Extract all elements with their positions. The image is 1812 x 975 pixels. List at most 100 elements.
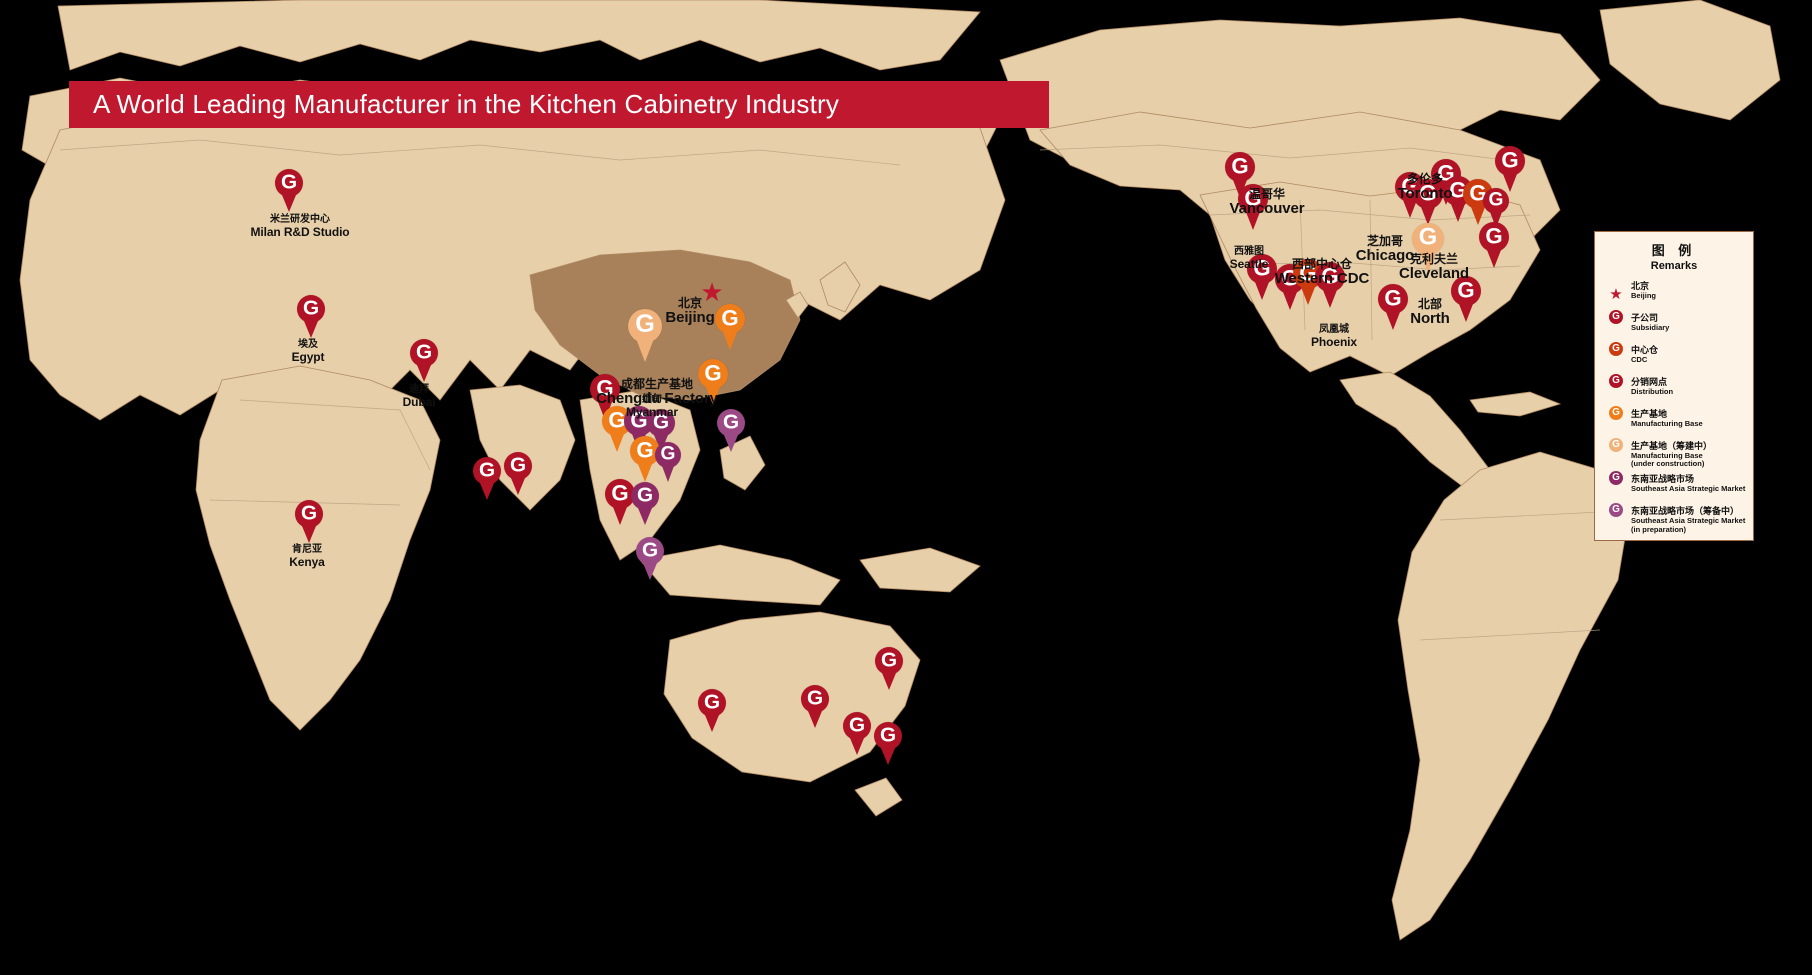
legend-text: 生产基地（筹建中） Manufacturing Base (under constr… [1631, 441, 1712, 468]
pin-head-icon: G [275, 169, 303, 197]
pin-letter: G [1384, 285, 1402, 311]
map-pin-seattle[interactable]: G [1238, 184, 1268, 230]
legend-item-manufacturing-base: G 生产基地 Manufacturing Base [1601, 406, 1747, 435]
map-pin-cleveland-3[interactable]: G [1483, 188, 1509, 228]
legend-item-southeast-asia-strategic-market: G 东南亚战略市场（筹备中） Southeast Asia Strategic Ma… [1601, 503, 1747, 535]
map-pin-florida[interactable]: G [1451, 276, 1481, 322]
map-pin-india-west[interactable]: G [473, 457, 501, 500]
pin-icon: G [1609, 503, 1623, 535]
title-banner: A World Leading Manufacturer in the Kitc… [69, 81, 1049, 128]
pin-letter: G [611, 480, 629, 506]
map-pin-western-cdc[interactable]: G [1293, 259, 1323, 305]
map-pin-india-south[interactable]: G [504, 452, 532, 495]
legend-list: ★ 北京 Beijing G 子公司 Subsidiary G 中心仓 CDC G 分销网点 Dist… [1601, 281, 1747, 534]
map-pin-canberra[interactable]: G [874, 722, 902, 765]
pin-letter: G [1612, 343, 1620, 354]
map-pin-perth[interactable]: G [698, 689, 726, 732]
legend-item-southeast-asia-strategic-market: G 东南亚战略市场 Southeast Asia Strategic Market [1601, 471, 1747, 500]
pin-letter: G [1231, 153, 1249, 179]
map-pin-indonesia[interactable]: G [636, 537, 664, 580]
china-highlight [529, 249, 801, 401]
map-pin-newyork[interactable]: G [1495, 146, 1525, 192]
pin-letter: G [1449, 177, 1467, 203]
map-pin-malaysia-1[interactable]: G [605, 479, 635, 525]
legend-item-subsidiary: G 子公司 Subsidiary [1601, 310, 1747, 339]
legend-label-cn: 中心仓 [1631, 345, 1659, 355]
pin-tail-icon [1323, 290, 1337, 308]
star-icon: ★ [700, 277, 724, 307]
pin-letter: G [1488, 189, 1504, 211]
star-icon: ★ [1609, 285, 1623, 303]
legend-text: 中心仓 CDC [1631, 345, 1658, 364]
pin-letter: G [722, 410, 740, 434]
pin-head-icon: G [698, 359, 728, 389]
pin-head-icon: G [647, 409, 675, 437]
legend-label-en2: (in preparation) [1631, 524, 1687, 534]
pin-tail-icon [1403, 200, 1417, 218]
pin-letter: G [1501, 147, 1519, 173]
map-pin-vietnam-1[interactable]: G [630, 436, 660, 482]
map-pin-china-east-1[interactable]: G [715, 304, 745, 350]
map-pin-phoenix[interactable]: G [1315, 262, 1345, 308]
legend-icon: G [1601, 406, 1631, 435]
map-pin-texas[interactable]: G [1378, 284, 1408, 330]
map-pin-philippines[interactable]: G [717, 409, 745, 452]
pin-tail-icon [304, 321, 318, 338]
pin-head-icon: G [843, 712, 871, 740]
map-pin-northeast-cdc[interactable]: G [1412, 223, 1444, 272]
map-pin-sea-1[interactable]: G [602, 406, 632, 452]
map-pin-carolina[interactable]: G [1479, 222, 1509, 268]
legend-icon: ★ [1601, 281, 1631, 307]
pin-letter: G [1612, 407, 1620, 418]
pin-letter: G [1612, 504, 1620, 516]
pin-head-icon: G [1463, 179, 1493, 209]
pin-letter: G [636, 437, 654, 463]
pin-tail-icon [1471, 207, 1485, 225]
pin-letter: G [608, 407, 626, 433]
map-pin-adelaide[interactable]: G [801, 685, 829, 728]
legend-item-cdc: G 中心仓 CDC [1601, 342, 1747, 371]
pin-head-icon: G [1479, 222, 1509, 252]
map-pin-kenya[interactable]: G [295, 500, 323, 543]
beijing-star-marker[interactable]: ★ [700, 279, 723, 305]
pin-head-icon: G [504, 452, 532, 480]
pin-tail-icon [850, 738, 864, 755]
legend-title-cn: 图 例 [1651, 243, 1697, 258]
map-pin-milan[interactable]: G [275, 169, 303, 212]
pin-letter: G [1469, 180, 1487, 206]
pin-letter: G [478, 458, 496, 482]
map-pin-vietnam-2[interactable]: G [655, 442, 681, 482]
legend-label-en: CDC [1631, 354, 1648, 364]
pin-head-icon: G [655, 442, 681, 468]
pin-tail-icon [282, 195, 296, 212]
map-pin-china-east-2[interactable]: G [698, 359, 728, 405]
legend-text: 子公司 Subsidiary [1631, 313, 1669, 332]
pin-head-icon: G [715, 304, 745, 334]
map-pin-sydney[interactable]: G [875, 647, 903, 690]
pin-letter: G [630, 407, 648, 433]
map-pin-chengdu[interactable]: G [628, 309, 662, 362]
legend-icon: G [1601, 438, 1631, 467]
legend-item-beijing: ★ 北京 Beijing [1601, 281, 1747, 307]
legend-icon: G [1601, 374, 1631, 403]
pin-letter: G [636, 483, 654, 507]
pin-head-icon: G [473, 457, 501, 485]
map-pin-cleveland-2[interactable]: G [1463, 179, 1493, 225]
legend-item-manufacturing-base: G 生产基地（筹建中） Manufacturing Base (under const… [1601, 438, 1747, 468]
pin-tail-icon [706, 387, 720, 405]
pin-tail-icon [1255, 282, 1269, 300]
pin-tail-icon [637, 341, 653, 362]
legend-label-cn: 子公司 [1631, 313, 1659, 323]
pin-head-icon: G [1378, 284, 1408, 314]
map-pin-dubai[interactable]: G [410, 339, 438, 382]
legend-label-en: Beijing [1631, 290, 1657, 300]
legend-text: 东南亚战略市场（筹备中） Southeast Asia Strategic Mar… [1631, 506, 1745, 533]
map-pin-malaysia-2[interactable]: G [631, 482, 659, 525]
legend-label-cn: 生产基地 [1631, 409, 1668, 419]
map-pin-egypt[interactable]: G [297, 295, 325, 338]
map-pin-sanfrancisco[interactable]: G [1247, 254, 1277, 300]
pin-head-icon: G [297, 295, 325, 323]
legend-title-en: Remarks [1650, 260, 1698, 272]
map-pin-melbourne[interactable]: G [843, 712, 871, 755]
